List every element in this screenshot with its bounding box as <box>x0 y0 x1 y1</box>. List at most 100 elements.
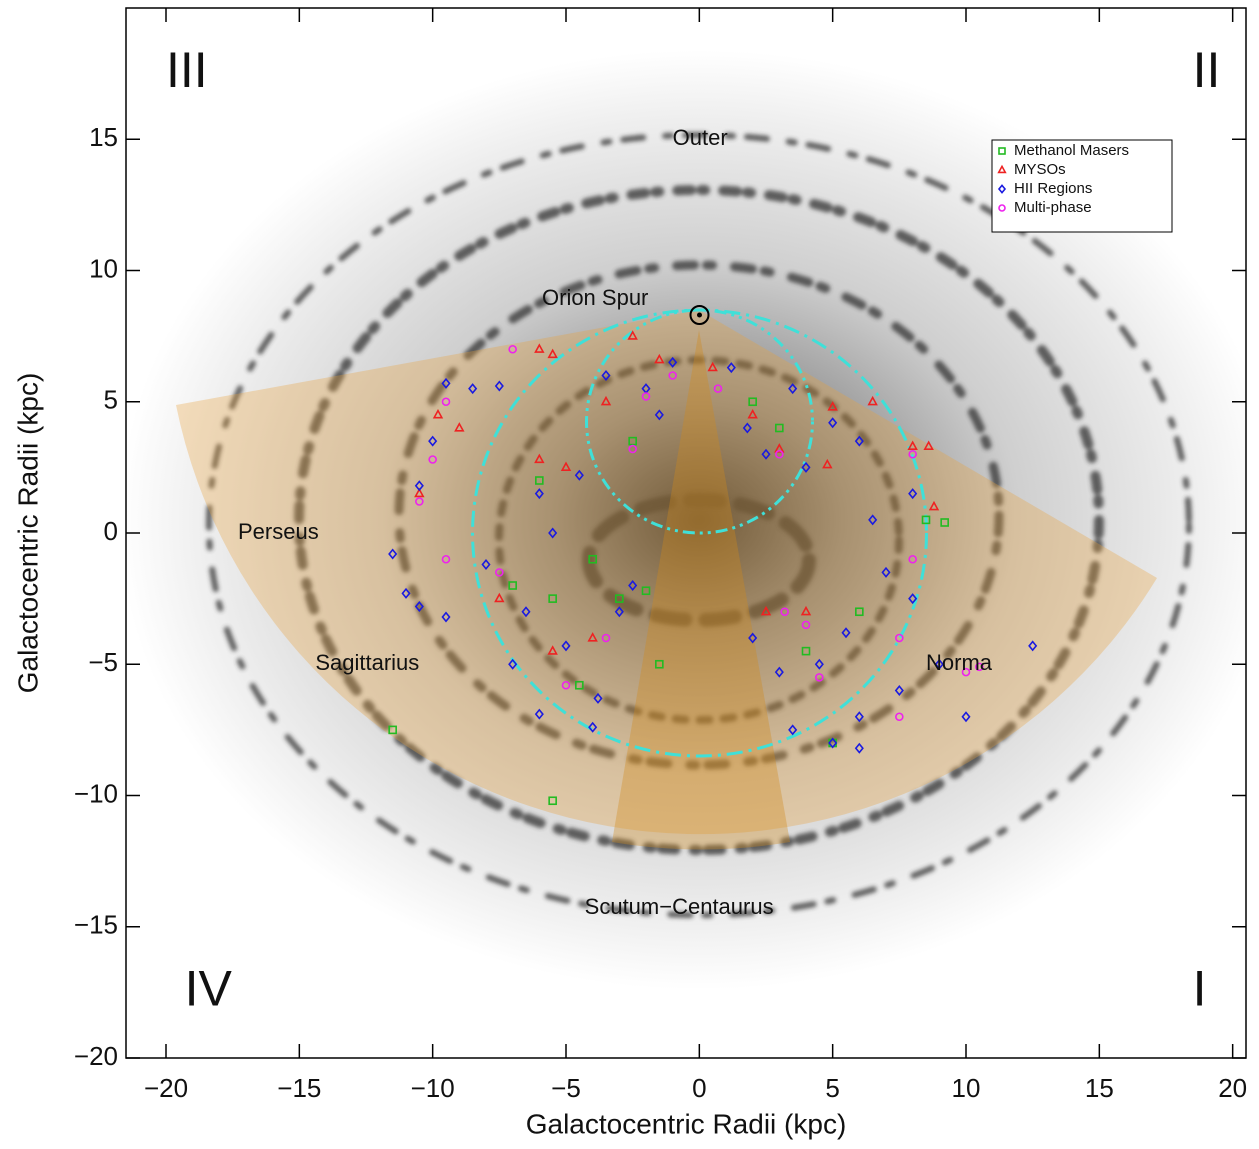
hii-marker <box>561 640 571 652</box>
region-label: Norma <box>926 650 993 675</box>
maser-marker <box>535 476 544 485</box>
hii-marker <box>841 627 851 639</box>
multiphase-marker <box>415 497 424 506</box>
maser-marker <box>628 436 637 446</box>
maser-marker <box>801 646 811 656</box>
myso-marker <box>707 361 718 372</box>
multiphase-marker <box>641 392 651 401</box>
y-tick-label: −15 <box>74 910 118 940</box>
hii-marker <box>788 383 798 395</box>
x-tick-label: −10 <box>411 1073 455 1103</box>
region-label: Outer <box>673 125 728 150</box>
region-label: Orion Spur <box>542 285 648 310</box>
maser-marker <box>921 515 931 525</box>
multiphase-marker <box>801 620 811 630</box>
legend-box <box>991 139 1173 233</box>
x-tick-label: 20 <box>1218 1073 1247 1103</box>
myso-marker <box>627 330 638 340</box>
hii-marker <box>894 685 904 696</box>
y-tick-label: 0 <box>104 516 118 546</box>
data-points <box>388 330 1038 806</box>
legend-marker <box>998 147 1006 155</box>
hii-marker <box>654 409 664 421</box>
hii-marker <box>668 356 678 368</box>
myso-marker <box>654 353 665 364</box>
tangent-circle <box>585 308 814 535</box>
maser-marker <box>655 659 664 669</box>
legend: Methanol Masers MYSOs HII Regions Multi-pha… <box>991 139 1173 233</box>
hii-marker <box>481 559 491 570</box>
myso-marker <box>534 453 545 464</box>
multiphase-marker <box>628 444 637 454</box>
maser-marker <box>748 397 757 407</box>
y-tick-label: 15 <box>89 122 118 152</box>
hii-marker <box>614 606 624 618</box>
y-tick-label: −5 <box>88 647 118 677</box>
multiphase-marker <box>961 667 971 677</box>
myso-marker <box>747 409 758 419</box>
sun-symbol <box>689 305 710 325</box>
myso-marker <box>827 401 838 411</box>
legend-marker <box>997 184 1007 194</box>
y-tick-label: 5 <box>104 385 118 415</box>
myso-marker <box>587 632 598 642</box>
hii-marker <box>574 469 584 481</box>
x-tick-label: 15 <box>1085 1073 1114 1103</box>
multiphase-marker <box>908 554 917 564</box>
hii-marker <box>742 422 752 434</box>
multiphase-marker <box>713 384 723 393</box>
myso-marker <box>432 409 444 419</box>
hii-marker <box>774 666 784 678</box>
hii-marker <box>388 548 398 560</box>
legend-label: HII Regions <box>1014 180 1092 197</box>
legend-label: Methanol Masers <box>1014 142 1129 159</box>
hii-marker <box>814 658 824 670</box>
hii-marker <box>868 514 878 526</box>
hii-marker <box>748 632 758 644</box>
maser-marker <box>641 586 651 596</box>
hii-marker <box>801 461 811 473</box>
hii-marker <box>788 724 798 736</box>
hii-marker <box>414 480 424 492</box>
myso-marker <box>907 440 918 450</box>
multiphase-marker <box>441 397 451 407</box>
hii-marker <box>441 377 451 389</box>
hii-marker <box>593 692 603 704</box>
quadrant-label: II <box>1193 42 1221 98</box>
myso-marker <box>800 605 812 616</box>
hii-marker <box>601 370 611 381</box>
hii-marker <box>1028 640 1038 652</box>
legend-marker <box>997 164 1007 174</box>
hii-marker <box>508 658 518 670</box>
hii-marker <box>588 721 598 733</box>
hii-marker <box>494 380 504 392</box>
hii-marker <box>908 593 918 605</box>
hii-marker <box>468 383 478 395</box>
myso-marker <box>414 487 425 498</box>
myso-marker <box>560 461 572 471</box>
x-tick-label: −5 <box>551 1073 581 1103</box>
legend-marker <box>998 204 1006 212</box>
hii-marker <box>761 448 771 460</box>
multiphase-marker <box>895 712 904 722</box>
quadrant-label: I <box>1193 961 1207 1017</box>
hii-marker <box>854 711 864 723</box>
region-label: Perseus <box>238 519 319 544</box>
myso-marker <box>822 458 833 469</box>
hii-marker <box>521 606 531 618</box>
hii-marker <box>908 488 918 500</box>
multiphase-marker <box>775 449 784 459</box>
myso-marker <box>867 395 878 406</box>
hii-marker <box>534 708 544 720</box>
y-tick-label: −10 <box>74 778 118 808</box>
hii-marker <box>548 527 558 539</box>
multiphase-marker <box>561 680 571 690</box>
hii-marker <box>934 658 944 670</box>
quadrant-label: III <box>166 42 208 98</box>
hii-marker <box>854 435 864 447</box>
myso-marker <box>494 592 505 603</box>
myso-marker <box>774 443 785 453</box>
multiphase-marker <box>428 455 437 464</box>
